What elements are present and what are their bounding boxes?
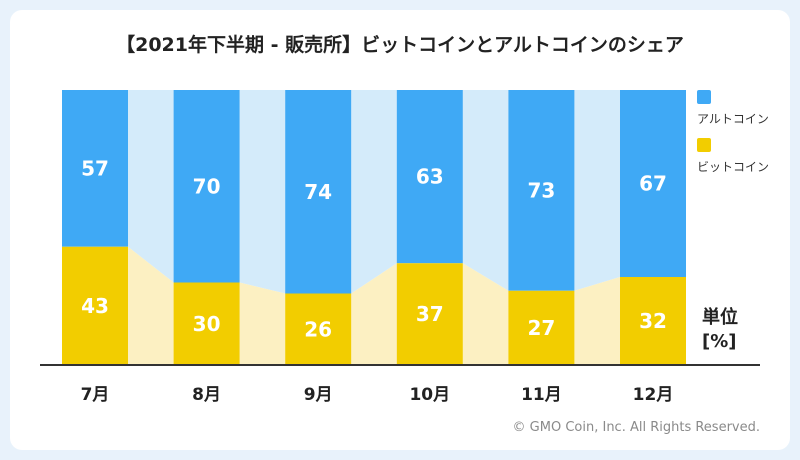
- data-label-bitcoin: 30: [193, 312, 221, 336]
- data-label-bitcoin: 32: [639, 309, 667, 333]
- data-label-altcoin: 74: [304, 180, 332, 204]
- x-tick-label: 10月: [409, 385, 450, 405]
- altcoin-connector-band: [128, 90, 174, 283]
- bar-altcoin: [508, 90, 575, 291]
- data-label-altcoin: 67: [639, 172, 667, 196]
- bar-altcoin: [620, 90, 686, 277]
- unit-label: 単位 [%]: [702, 306, 754, 354]
- legend-label-altcoin: アルトコイン: [697, 112, 769, 126]
- data-label-bitcoin: 27: [527, 316, 555, 340]
- bar-altcoin: [62, 90, 128, 247]
- bitcoin-connector-band: [351, 263, 397, 365]
- bar-bitcoin: [620, 277, 686, 365]
- data-label-altcoin: 57: [81, 156, 109, 180]
- data-label-altcoin: 70: [193, 174, 221, 198]
- bitcoin-connector-band: [574, 277, 620, 365]
- bar-bitcoin: [62, 246, 128, 365]
- bitcoin-connector-band: [239, 282, 286, 365]
- legend-label-bitcoin: ビットコイン: [697, 160, 770, 174]
- bar-bitcoin: [396, 263, 463, 365]
- bar-altcoin: [285, 90, 352, 294]
- bar-altcoin: [396, 90, 463, 264]
- bitcoin-connector-band: [128, 246, 174, 365]
- data-label-bitcoin: 43: [81, 294, 109, 318]
- data-label-altcoin: 73: [527, 178, 555, 202]
- altcoin-connector-band: [351, 90, 397, 294]
- altcoin-connector-band: [574, 90, 620, 291]
- data-label-bitcoin: 26: [304, 317, 332, 341]
- x-tick-label: 11月: [521, 385, 562, 405]
- data-label-bitcoin: 37: [416, 302, 444, 326]
- copyright-notice: © GMO Coin, Inc. All Rights Reserved.: [512, 420, 760, 435]
- unit-label-line2: [%]: [702, 331, 737, 352]
- chart-title: 【2021年下半期 - 販売所】ビットコインとアルトコインのシェア: [116, 34, 684, 56]
- bar-bitcoin: [508, 290, 575, 365]
- unit-label-line1: 単位: [702, 307, 738, 328]
- x-tick-label: 9月: [304, 385, 333, 405]
- altcoin-connector-band: [462, 90, 509, 291]
- bar-bitcoin: [173, 282, 240, 365]
- data-label-altcoin: 63: [416, 165, 444, 189]
- bar-altcoin: [173, 90, 240, 283]
- legend-swatch-bitcoin: [697, 138, 711, 152]
- x-tick-label: 8月: [192, 385, 221, 405]
- bar-bitcoin: [285, 293, 352, 365]
- bitcoin-connector-band: [462, 263, 509, 365]
- legend-swatch-altcoin: [697, 90, 711, 104]
- altcoin-connector-band: [239, 90, 286, 294]
- x-tick-label: 7月: [81, 385, 110, 405]
- x-tick-label: 12月: [633, 385, 674, 405]
